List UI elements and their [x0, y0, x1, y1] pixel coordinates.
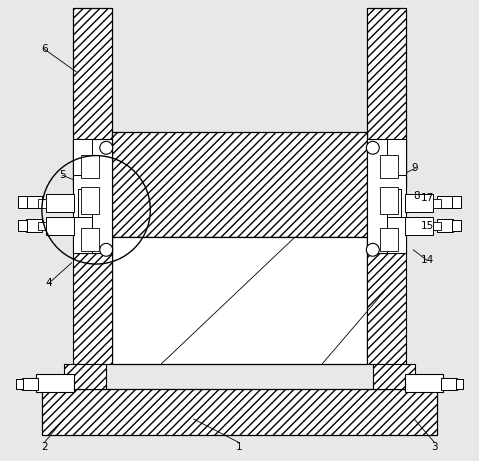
- Text: 1: 1: [236, 442, 243, 451]
- Bar: [73, 139, 91, 175]
- Bar: [380, 154, 398, 177]
- Bar: [26, 195, 42, 208]
- Text: 2: 2: [41, 442, 47, 451]
- Bar: [456, 379, 463, 389]
- Bar: [73, 7, 112, 187]
- Bar: [380, 228, 398, 251]
- Circle shape: [366, 243, 379, 256]
- Bar: [81, 154, 99, 177]
- Bar: [112, 237, 367, 364]
- Text: 4: 4: [46, 278, 52, 288]
- Bar: [46, 194, 74, 212]
- Text: 17: 17: [421, 193, 433, 203]
- Text: 14: 14: [421, 255, 433, 266]
- Bar: [373, 364, 415, 389]
- Bar: [18, 220, 27, 231]
- Bar: [405, 194, 433, 212]
- Bar: [388, 139, 406, 175]
- Bar: [380, 187, 398, 214]
- Bar: [437, 219, 453, 232]
- Bar: [16, 379, 23, 389]
- Bar: [38, 222, 46, 230]
- Bar: [22, 378, 38, 390]
- Bar: [441, 378, 457, 390]
- Bar: [367, 237, 406, 364]
- Bar: [26, 219, 42, 232]
- Bar: [81, 187, 99, 214]
- Text: 6: 6: [41, 44, 47, 54]
- Bar: [42, 389, 437, 435]
- Bar: [405, 374, 443, 392]
- Text: 15: 15: [421, 221, 433, 231]
- Bar: [73, 237, 112, 364]
- Bar: [73, 139, 112, 254]
- Text: 5: 5: [59, 171, 66, 180]
- Bar: [73, 217, 91, 254]
- Circle shape: [100, 142, 113, 154]
- Bar: [38, 199, 46, 207]
- Bar: [433, 199, 441, 207]
- Circle shape: [100, 243, 113, 256]
- Bar: [388, 189, 401, 217]
- Bar: [452, 220, 461, 231]
- Bar: [46, 217, 74, 235]
- Circle shape: [366, 142, 379, 154]
- Bar: [81, 228, 99, 251]
- Bar: [18, 196, 27, 207]
- Bar: [433, 222, 441, 230]
- Bar: [452, 196, 461, 207]
- Bar: [36, 374, 74, 392]
- Text: 8: 8: [413, 191, 420, 201]
- Text: 9: 9: [412, 164, 418, 173]
- Bar: [112, 132, 367, 237]
- Bar: [388, 217, 406, 254]
- Bar: [78, 189, 91, 217]
- Bar: [367, 139, 406, 254]
- Bar: [405, 217, 433, 235]
- Bar: [64, 364, 106, 389]
- Text: 3: 3: [432, 442, 438, 451]
- Bar: [367, 7, 406, 187]
- Bar: [437, 195, 453, 208]
